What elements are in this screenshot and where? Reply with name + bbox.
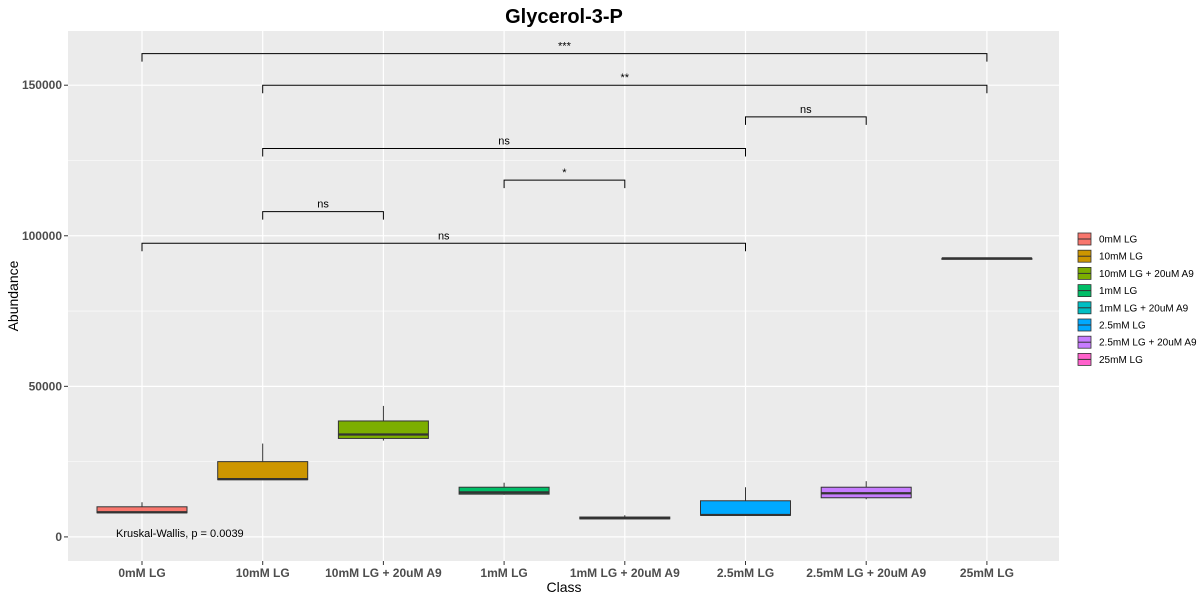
box-body bbox=[217, 461, 309, 481]
panel-background bbox=[68, 31, 1059, 561]
comparison-bracket: ns bbox=[141, 230, 746, 252]
box-1mm-lg bbox=[458, 482, 550, 495]
y-tick-label: 100000 bbox=[22, 229, 62, 243]
bracket-line bbox=[503, 179, 626, 189]
legend-label: 0mM LG bbox=[1099, 235, 1138, 246]
kruskal-wallis-annotation: Kruskal-Wallis, p = 0.0039 bbox=[116, 528, 244, 540]
legend-label: 1mM LG bbox=[1099, 286, 1138, 297]
bracket-line bbox=[262, 84, 988, 94]
significance-label: ns bbox=[498, 135, 510, 147]
significance-label: ** bbox=[621, 72, 630, 84]
box-2-5mm-lg bbox=[700, 487, 791, 517]
bracket-line bbox=[262, 147, 746, 157]
legend-label: 10mM LG bbox=[1099, 252, 1143, 263]
legend: 0mM LG 10mM LG 10mM LG + 20uM A9 1mM LG 1mM … bbox=[1077, 232, 1197, 366]
box-body bbox=[700, 500, 791, 516]
box-10mm-lg bbox=[217, 443, 309, 481]
box-1mm-lg-20um-a9 bbox=[579, 515, 671, 520]
legend-item: 10mM LG + 20uM A9 bbox=[1077, 266, 1194, 280]
legend-item: 1mM LG + 20uM A9 bbox=[1077, 301, 1189, 314]
box-2-5mm-lg-20um-a9 bbox=[820, 481, 912, 500]
significance-label: ns bbox=[800, 104, 812, 116]
legend-item: 25mM LG bbox=[1077, 352, 1143, 366]
x-tick-label: 10mM LG bbox=[236, 566, 290, 580]
x-tick-label: 2.5mM LG + 20uM A9 bbox=[806, 566, 926, 580]
comparison-bracket: ns bbox=[262, 135, 746, 157]
legend-label: 2.5mM LG + 20uM A9 bbox=[1099, 338, 1197, 349]
y-axis-title: Abundance bbox=[5, 260, 21, 331]
grid-lines bbox=[68, 31, 1059, 561]
legend-item: 10mM LG bbox=[1077, 249, 1143, 263]
comparison-bracket: ns bbox=[262, 199, 384, 220]
significance-label: *** bbox=[558, 41, 572, 53]
plot-panel bbox=[68, 31, 1059, 561]
significance-label: ns bbox=[438, 230, 450, 242]
significance-label: * bbox=[562, 167, 567, 179]
box-10mm-lg-20um-a9 bbox=[337, 405, 429, 441]
box-body bbox=[337, 420, 429, 439]
legend-label: 2.5mM LG bbox=[1099, 321, 1146, 332]
chart-title: Glycerol-3-P bbox=[505, 6, 623, 28]
axes: 0 50000 100000 150000 0mM LG 10mM LG 10mM LG +… bbox=[22, 78, 1014, 580]
bracket-line bbox=[141, 242, 746, 252]
y-tick-label: 150000 bbox=[22, 78, 62, 92]
comparison-bracket: ns bbox=[745, 104, 867, 125]
bracket-line bbox=[745, 116, 867, 125]
legend-item: 2.5mM LG + 20uM A9 bbox=[1077, 335, 1197, 349]
significance-label: ns bbox=[317, 199, 329, 211]
box-body bbox=[458, 486, 550, 495]
comparison-bracket: ** bbox=[262, 72, 988, 94]
legend-label: 25mM LG bbox=[1099, 355, 1143, 366]
bracket-line bbox=[262, 211, 384, 220]
comparison-bracket: * bbox=[503, 167, 626, 189]
x-tick-label: 1mM LG + 20uM A9 bbox=[570, 566, 680, 580]
x-tick-label: 0mM LG bbox=[118, 566, 165, 580]
x-axis-title: Class bbox=[546, 579, 581, 595]
x-tick-label: 1mM LG bbox=[480, 566, 527, 580]
x-tick-label: 2.5mM LG bbox=[717, 566, 774, 580]
legend-label: 1mM LG + 20uM A9 bbox=[1099, 303, 1189, 314]
legend-item: 2.5mM LG bbox=[1077, 318, 1146, 332]
comparison-bracket: *** bbox=[141, 41, 988, 62]
x-tick-label: 25mM LG bbox=[960, 566, 1014, 580]
y-tick-label: 50000 bbox=[29, 379, 63, 393]
boxes bbox=[96, 257, 1033, 520]
box-25mm-lg bbox=[941, 257, 1033, 260]
legend-item: 0mM LG bbox=[1077, 232, 1138, 246]
box-0mm-lg bbox=[96, 502, 188, 514]
y-tick-label: 0 bbox=[55, 530, 62, 544]
x-tick-label: 10mM LG + 20uM A9 bbox=[325, 566, 442, 580]
legend-label: 10mM LG + 20uM A9 bbox=[1099, 269, 1194, 280]
legend-item: 1mM LG bbox=[1077, 284, 1138, 297]
bracket-line bbox=[141, 53, 988, 62]
